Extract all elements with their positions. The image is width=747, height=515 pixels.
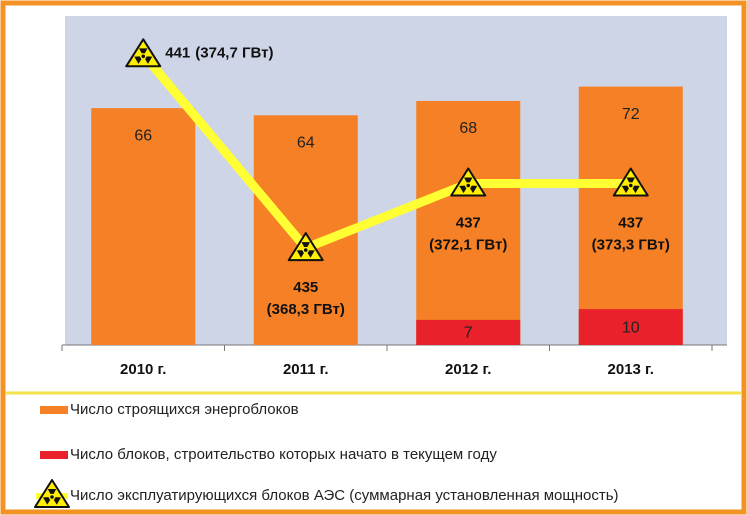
marker-center <box>50 495 54 499</box>
marker-blade <box>145 56 153 64</box>
legend-label: Число эксплуатирующихся блоков АЭС (сумм… <box>70 487 619 504</box>
bar-label: 10 <box>622 319 640 336</box>
marker-center <box>466 183 471 188</box>
value-label-capacity: (372,1 ГВт) <box>429 236 507 253</box>
marker-blade <box>134 56 142 64</box>
marker-blade <box>621 185 629 194</box>
bar <box>416 319 521 345</box>
bar <box>578 86 683 345</box>
marker-blade <box>626 177 635 183</box>
bar <box>416 100 521 345</box>
bar-label: 72 <box>622 106 640 123</box>
legend-swatch <box>40 451 68 459</box>
marker-blade <box>53 497 61 505</box>
value-label-count: 435 <box>293 279 318 296</box>
x-tick-label: 2012 г. <box>445 361 491 378</box>
marker <box>450 167 487 197</box>
bar <box>578 309 683 345</box>
legend-swatch <box>40 406 68 414</box>
marker <box>612 167 649 197</box>
value-label-capacity: (368,3 ГВт) <box>267 301 345 318</box>
marker-blade <box>47 489 57 494</box>
line <box>139 51 631 253</box>
value-label-capacity: (374,7 ГВт) <box>195 44 273 61</box>
marker-center <box>628 183 633 188</box>
marker-blade <box>301 242 310 248</box>
marker-center <box>141 54 146 59</box>
marker-center <box>303 248 308 252</box>
marker-blade <box>307 250 315 258</box>
bar-label: 66 <box>134 127 152 144</box>
marker-blade <box>459 185 467 194</box>
marker <box>125 38 162 68</box>
value-label-count: 441 <box>165 44 190 61</box>
bar-label: 68 <box>459 120 477 137</box>
marker <box>287 232 324 262</box>
marker-blade <box>464 177 473 183</box>
x-tick-label: 2013 г. <box>608 361 654 378</box>
marker-blade <box>43 497 51 505</box>
marker-blade <box>470 185 478 194</box>
value-label-count: 437 <box>618 214 643 231</box>
marker <box>34 479 70 508</box>
legend-label: Число строящихся энергоблоков <box>70 401 299 418</box>
marker-blade <box>139 48 148 54</box>
value-label-count: 437 <box>456 214 481 231</box>
bar-label: 64 <box>297 135 315 152</box>
bar-label: 7 <box>464 325 473 342</box>
legend-label: Число блоков, строительство которых нача… <box>70 446 497 463</box>
value-label-capacity: (373,3 ГВт) <box>592 236 670 253</box>
x-tick-label: 2010 г. <box>120 361 166 378</box>
marker-blade <box>632 185 640 194</box>
x-tick-label: 2011 г. <box>283 361 329 378</box>
marker-blade <box>296 250 304 258</box>
bar <box>91 108 196 345</box>
value-label: 441 (374,7 ГВт) <box>165 44 273 61</box>
